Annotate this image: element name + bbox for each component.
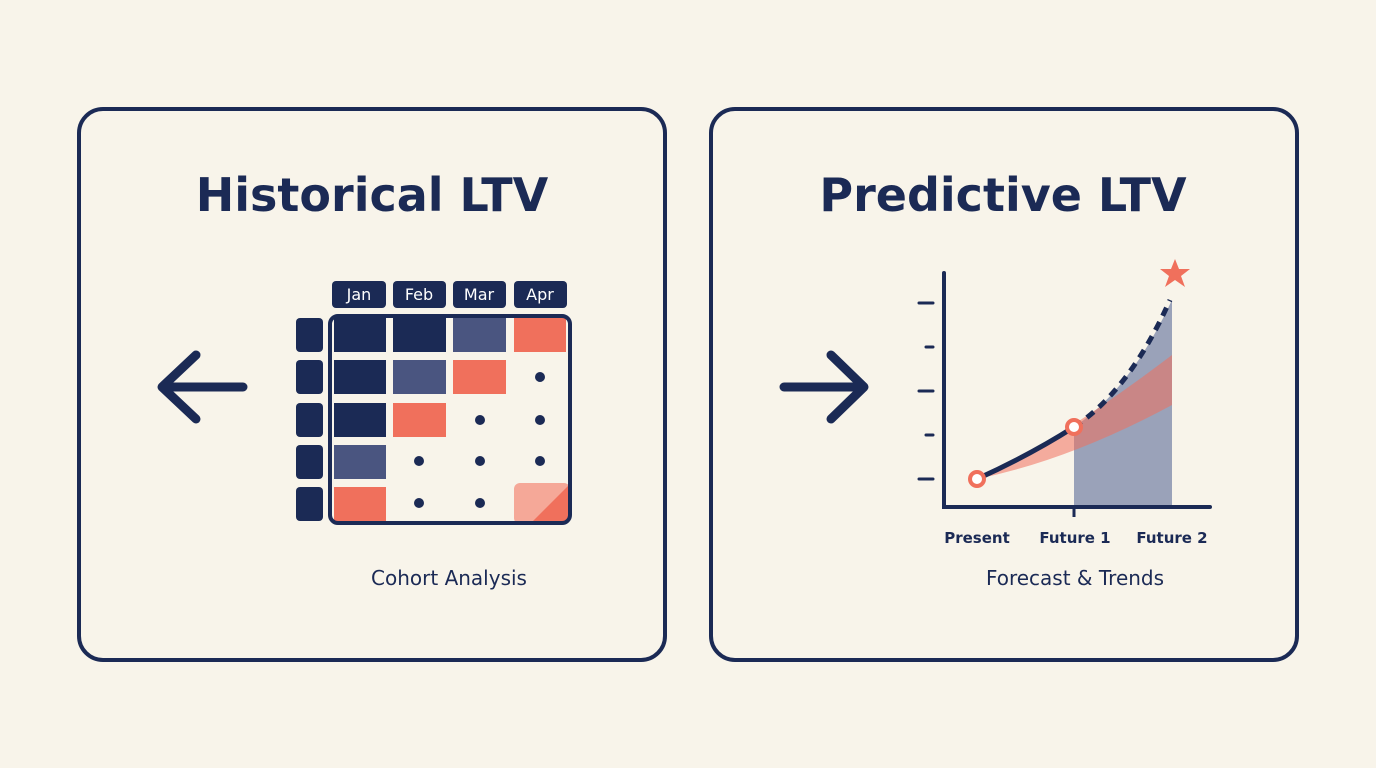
dot — [414, 498, 424, 508]
row-header — [296, 487, 323, 521]
cell — [393, 403, 446, 437]
x-label: Future 2 — [1136, 529, 1207, 547]
cell — [334, 487, 386, 521]
month-header — [453, 281, 506, 308]
month-label: Mar — [464, 285, 495, 304]
row-header — [296, 445, 323, 479]
predictive-panel: Predictive LTV Present Future 1 Future 2… — [709, 107, 1299, 662]
month-label: Apr — [526, 285, 554, 304]
panel-caption: Forecast & Trends — [986, 566, 1164, 590]
month-header — [332, 281, 386, 308]
cell — [334, 318, 386, 352]
row-header — [296, 403, 323, 437]
right-arrow — [779, 350, 869, 424]
cell — [334, 360, 386, 394]
row-header — [296, 360, 323, 394]
dot — [475, 415, 485, 425]
row-header — [296, 318, 323, 352]
point — [968, 470, 986, 488]
point — [1065, 418, 1083, 436]
dot — [475, 498, 485, 508]
cell — [393, 318, 446, 352]
cell — [334, 445, 386, 479]
axes — [942, 271, 1212, 509]
panel-caption: Cohort Analysis — [371, 566, 527, 590]
cell-corner — [530, 484, 570, 524]
y-ticks — [917, 301, 935, 481]
cell — [453, 318, 506, 352]
trend-line — [975, 424, 1076, 482]
x-label: Present — [944, 529, 1010, 547]
dot — [475, 456, 485, 466]
cohort-cells — [334, 318, 570, 524]
panel-border — [709, 107, 1299, 662]
cell — [453, 360, 506, 394]
row-headers — [296, 318, 323, 521]
historical-panel: Historical LTV Jan Feb Mar Apr — [77, 107, 667, 662]
dot — [535, 456, 545, 466]
cell — [514, 318, 566, 352]
panel-border — [77, 107, 667, 662]
empty-dots — [414, 372, 545, 508]
cell — [334, 403, 386, 437]
forecast-line — [1072, 298, 1173, 430]
panel-title: Historical LTV — [196, 168, 549, 222]
panel-title: Predictive LTV — [819, 168, 1187, 222]
cell — [393, 360, 446, 394]
left-arrow — [157, 350, 248, 424]
x-label: Future 1 — [1039, 529, 1110, 547]
month-label: Feb — [405, 285, 433, 304]
month-header — [514, 281, 567, 308]
month-label: Jan — [346, 285, 372, 304]
confidence-band — [977, 355, 1172, 479]
dot — [414, 456, 424, 466]
dot — [535, 372, 545, 382]
month-headers: Jan Feb Mar Apr — [332, 281, 567, 308]
cohort-frame — [328, 314, 572, 525]
dot — [535, 415, 545, 425]
month-header — [393, 281, 446, 308]
star — [1160, 259, 1190, 287]
